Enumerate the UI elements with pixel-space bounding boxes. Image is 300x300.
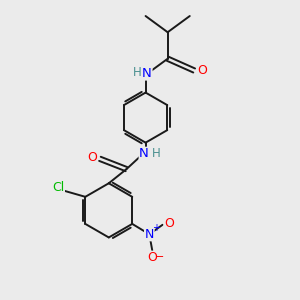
Text: N: N (139, 147, 149, 160)
Text: H: H (152, 147, 160, 160)
Text: O: O (197, 64, 207, 77)
Text: −: − (155, 252, 164, 262)
Text: O: O (147, 251, 157, 264)
Text: O: O (164, 217, 174, 230)
Text: O: O (87, 151, 97, 164)
Text: Cl: Cl (52, 182, 64, 194)
Text: N: N (145, 228, 154, 241)
Text: +: + (152, 223, 160, 233)
Text: N: N (142, 67, 152, 80)
Text: H: H (133, 66, 142, 79)
